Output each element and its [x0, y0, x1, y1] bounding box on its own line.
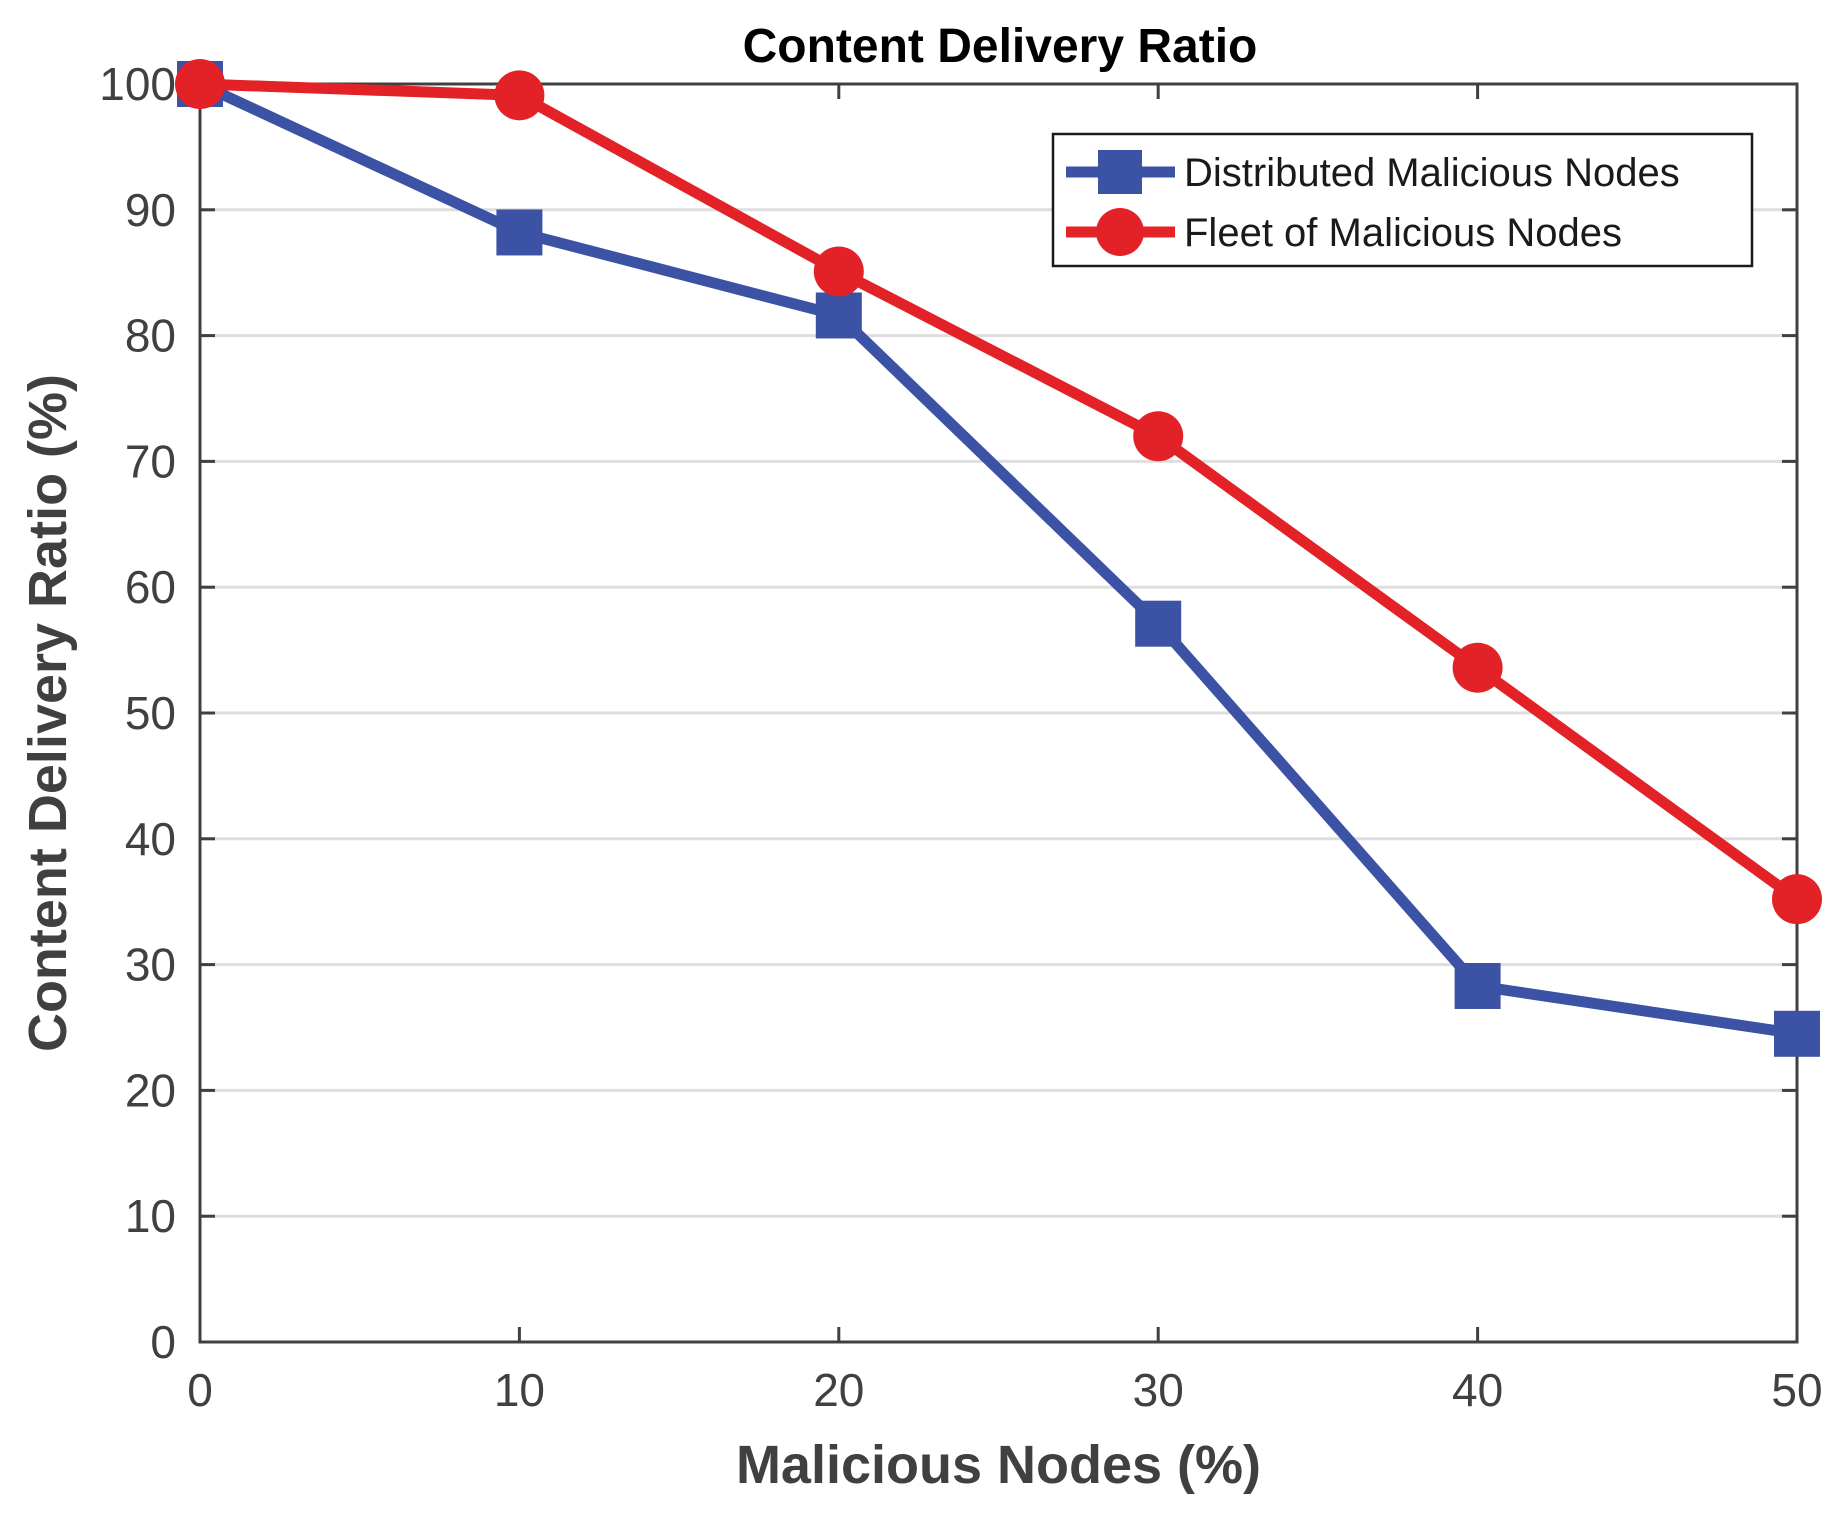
- legend-circle-marker: [1096, 208, 1144, 256]
- data-point-square: [815, 292, 862, 339]
- data-point-square: [1774, 1010, 1820, 1057]
- legend-label: Fleet of Malicious Nodes: [1184, 211, 1622, 255]
- data-point-circle: [813, 246, 864, 297]
- legend-items: Distributed Malicious Nodes Fleet of Mali…: [1066, 150, 1680, 256]
- y-tick-label: 20: [125, 1064, 176, 1116]
- series-fleet: [175, 59, 1822, 925]
- y-tick-label: 100: [99, 58, 176, 110]
- y-axis-title: Content Delivery Ratio (%): [18, 374, 78, 1052]
- x-tick-label: 30: [1133, 1364, 1184, 1416]
- legend-item: Distributed Malicious Nodes: [1066, 150, 1680, 195]
- y-tick-label: 50: [125, 687, 176, 739]
- legend-square-marker: [1098, 150, 1142, 194]
- x-tick-label: 50: [1771, 1364, 1822, 1416]
- data-point-square: [1454, 962, 1501, 1009]
- x-tick-label: 40: [1452, 1364, 1503, 1416]
- y-tick-label: 70: [125, 435, 176, 487]
- legend-label: Distributed Malicious Nodes: [1184, 151, 1680, 195]
- y-tick-label: 30: [125, 939, 176, 991]
- y-tick-label: 90: [125, 184, 176, 236]
- data-point-circle: [1133, 411, 1184, 462]
- x-tick-label: 20: [813, 1364, 864, 1416]
- axis-ticks: 0 10 20 30 40 50 60 70 80 90 100 0 10 20 30 40 50: [99, 58, 1822, 1416]
- legend-item: Fleet of Malicious Nodes: [1066, 208, 1622, 256]
- x-tick-label: 0: [187, 1364, 213, 1416]
- x-axis-title: Malicious Nodes (%): [736, 1435, 1261, 1495]
- y-tick-label: 0: [150, 1316, 176, 1368]
- data-point-circle: [175, 59, 225, 109]
- legend-box: [1051, 132, 1754, 268]
- y-tick-label: 60: [125, 561, 176, 613]
- data-point-square: [1135, 600, 1182, 647]
- data-point-square: [496, 209, 543, 256]
- data-point-circle: [1772, 874, 1822, 925]
- y-tick-label: 40: [125, 813, 176, 865]
- x-tick-label: 10: [494, 1364, 545, 1416]
- data-point-circle: [494, 70, 545, 121]
- y-tick-label: 10: [125, 1190, 176, 1242]
- data-point-circle: [1452, 642, 1503, 693]
- series-line: [194, 78, 1803, 1040]
- series-line: [194, 78, 1803, 905]
- chart-title: Content Delivery Ratio: [743, 20, 1258, 73]
- y-tick-label: 80: [125, 310, 176, 362]
- data-series: [175, 59, 1822, 1057]
- legend: Distributed Malicious Nodes Fleet of Mali…: [1051, 132, 1754, 268]
